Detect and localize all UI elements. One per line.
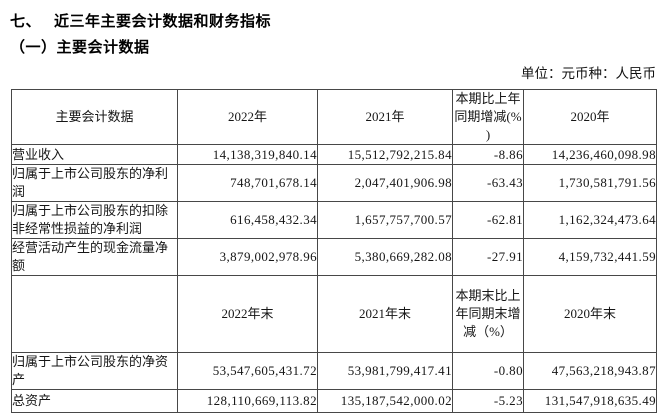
- cell-2021: 53,981,799,417.41: [317, 352, 453, 390]
- unit-note: 单位：元币种：人民币: [521, 66, 656, 81]
- cell-2020: 14,236,460,098.98: [523, 144, 657, 165]
- section-number: 七、: [10, 13, 42, 30]
- col-header-2021-end: 2021年末: [317, 275, 453, 353]
- cell-change: -27.91: [452, 238, 524, 276]
- report-page: 七、 近三年主要会计数据和财务指标 （一）主要会计数据 单位：元币种：人民币 主要…: [0, 12, 660, 414]
- table-header-annual: 主要会计数据 2022年 2021年 本期比上年同期增减(%) 2020年: [11, 89, 657, 145]
- table-row-operating-cash-flow: 经营活动产生的现金流量净额 3,879,002,978.96 5,380,669…: [11, 238, 657, 276]
- row-label: 归属于上市公司股东的净资产: [11, 352, 178, 390]
- cell-2021: 135,187,542,000.02: [317, 389, 453, 413]
- cell-2022: 748,701,678.14: [177, 164, 318, 202]
- table-header-yearend: 2022年末 2021年末 本期末比上年同期末增减（%） 2020年末: [11, 275, 657, 353]
- table-row-revenue: 营业收入 14,138,319,840.14 15,512,792,215.84…: [11, 144, 657, 165]
- cell-2020: 47,563,218,943.87: [523, 352, 657, 390]
- col-header-2022: 2022年: [177, 89, 318, 145]
- table-row-total-assets: 总资产 128,110,669,113.82 135,187,542,000.0…: [11, 389, 657, 413]
- row-label: 经营活动产生的现金流量净额: [11, 238, 178, 276]
- table-row-net-assets: 归属于上市公司股东的净资产 53,547,605,431.72 53,981,7…: [11, 352, 657, 390]
- cell-2020: 131,547,918,635.49: [523, 389, 657, 413]
- subsection-heading: （一）主要会计数据: [10, 39, 150, 56]
- section-title: 近三年主要会计数据和财务指标: [54, 13, 272, 30]
- cell-2021: 15,512,792,215.84: [317, 144, 453, 165]
- cell-2021: 2,047,401,906.98: [317, 164, 453, 202]
- cell-2020: 4,159,732,441.59: [523, 238, 657, 276]
- table-row-net-profit-deducted: 归属于上市公司股东的扣除非经常性损益的净利润 616,458,432.34 1,…: [11, 201, 657, 239]
- row-label: 归属于上市公司股东的扣除非经常性损益的净利润: [11, 201, 178, 239]
- cell-2020: 1,730,581,791.56: [523, 164, 657, 202]
- cell-2022: 14,138,319,840.14: [177, 144, 318, 165]
- cell-change: -8.86: [452, 144, 524, 165]
- table-row-net-profit: 归属于上市公司股东的净利润 748,701,678.14 2,047,401,9…: [11, 164, 657, 202]
- col-header-blank: [11, 275, 178, 353]
- key-accounting-data-table: 主要会计数据 2022年 2021年 本期比上年同期增减(%) 2020年 营业…: [11, 89, 657, 413]
- cell-2022: 128,110,669,113.82: [177, 389, 318, 413]
- cell-2022: 3,879,002,978.96: [177, 238, 318, 276]
- col-header-2020-end: 2020年末: [523, 275, 657, 353]
- row-label: 营业收入: [11, 144, 178, 165]
- col-header-change: 本期比上年同期增减(%): [452, 89, 524, 145]
- cell-2022: 616,458,432.34: [177, 201, 318, 239]
- cell-change: -5.23: [452, 389, 524, 413]
- cell-2022: 53,547,605,431.72: [177, 352, 318, 390]
- row-label: 总资产: [11, 389, 178, 413]
- col-header-end-change: 本期末比上年同期末增减（%）: [452, 275, 524, 353]
- cell-2020: 1,162,324,473.64: [523, 201, 657, 239]
- section-heading: 七、 近三年主要会计数据和财务指标: [10, 12, 660, 31]
- cell-change: -0.80: [452, 352, 524, 390]
- cell-change: -63.43: [452, 164, 524, 202]
- row-label: 归属于上市公司股东的净利润: [11, 164, 178, 202]
- cell-2021: 5,380,669,282.08: [317, 238, 453, 276]
- col-header-indicator: 主要会计数据: [11, 89, 178, 145]
- cell-2021: 1,657,757,700.57: [317, 201, 453, 239]
- cell-change: -62.81: [452, 201, 524, 239]
- col-header-2021: 2021年: [317, 89, 453, 145]
- col-header-2020: 2020年: [523, 89, 657, 145]
- col-header-2022-end: 2022年末: [177, 275, 318, 353]
